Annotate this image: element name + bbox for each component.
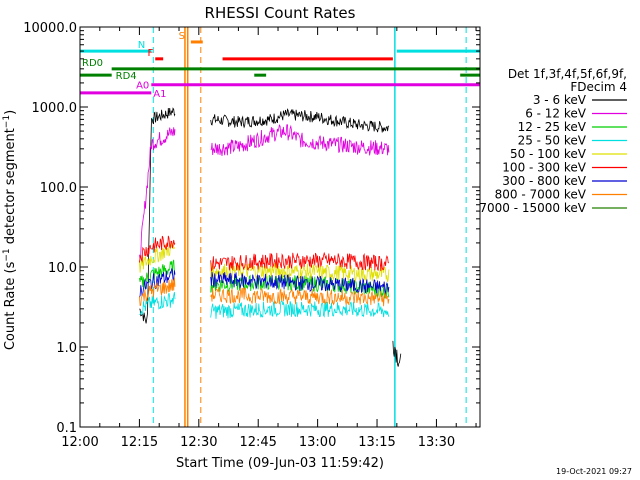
series-3-6-keV-line	[392, 340, 402, 367]
y-tick-label: 10000.0	[23, 21, 77, 36]
x-tick-label: 13:00	[299, 435, 336, 450]
series-25-50-keV-line	[139, 292, 176, 316]
x-tick-label: 13:30	[418, 435, 455, 450]
legend-header-2: FDecim 4	[570, 80, 627, 94]
y-label-main: Count Rate (s	[3, 261, 18, 350]
status-bar-label: F	[147, 48, 153, 59]
status-bar-label: S	[179, 31, 185, 42]
series-3-6-keV-line	[139, 107, 176, 324]
y-tick-label: 100.0	[40, 181, 77, 196]
legend-entry-label: 100 - 300 keV	[502, 161, 586, 175]
legend-entry-label: 12 - 25 keV	[518, 120, 587, 134]
legend: Det 1f,3f,4f,5f,6f,9f, FDecim 4 3 - 6 ke…	[479, 67, 627, 215]
series-300-800-keV-line	[139, 268, 176, 298]
series-800-7000-keV-line	[139, 277, 176, 307]
y-label-sup1: −1	[2, 248, 12, 261]
y-label-end: )	[3, 110, 18, 115]
series-3-6-keV-line	[210, 108, 390, 133]
y-tick-label: 1.0	[56, 341, 77, 356]
series-800-7000-keV-line	[210, 287, 390, 307]
status-bar-label: A0	[136, 81, 149, 92]
status-bar-label: A1	[153, 89, 166, 100]
x-axis: 12:00 12:15 12:30 12:45 13:00 13:15 13:30	[61, 27, 477, 450]
series-12-25-keV-line	[139, 259, 176, 289]
series-50-100-keV-line	[139, 242, 176, 273]
status-bar-label: N	[138, 40, 145, 51]
series-300-800-keV-line	[210, 271, 390, 295]
legend-entry-label: 25 - 50 keV	[518, 134, 587, 148]
legend-entry-label: 300 - 800 keV	[502, 174, 586, 188]
series-6-12-keV-line	[139, 127, 176, 260]
y-axis-label: Count Rate (s−1 detector segment−1)	[2, 110, 18, 350]
y-label-mid: detector segment	[3, 128, 18, 248]
status-bar-label: RD4	[116, 71, 137, 82]
y-tick-label: 10.0	[48, 261, 77, 276]
y-label-sup2: −1	[2, 115, 12, 128]
legend-header-1: Det 1f,3f,4f,5f,6f,9f,	[508, 67, 627, 81]
chart-title: RHESSI Count Rates	[205, 4, 356, 22]
x-axis-label: Start Time (09-Jun-03 11:59:42)	[176, 456, 384, 471]
legend-entry-label: 7000 - 15000 keV	[479, 201, 586, 215]
x-tick-label: 12:30	[180, 435, 217, 450]
legend-entry-label: 800 - 7000 keV	[495, 188, 587, 202]
legend-entry-label: 6 - 12 keV	[525, 107, 587, 121]
series-50-100-keV-line	[210, 262, 390, 283]
status-bar-label: RD0	[82, 58, 103, 69]
series-100-300-keV-line	[139, 235, 176, 263]
series-6-12-keV-line	[210, 124, 390, 156]
y-tick-label: 0.1	[56, 421, 77, 436]
plot-frame	[79, 26, 481, 428]
legend-entry-label: 50 - 100 keV	[510, 147, 587, 161]
y-tick-label: 1000.0	[32, 101, 78, 116]
x-tick-label: 13:15	[358, 435, 395, 450]
legend-entry-label: 3 - 6 keV	[533, 93, 587, 107]
footer-date: 19-Oct-2021 09:27	[556, 467, 632, 476]
x-tick-label: 12:00	[61, 435, 98, 450]
series-25-50-keV-line	[210, 299, 390, 319]
y-axis: 0.1 1.0 10.0 100.0 1000.0 10000.0	[23, 21, 480, 436]
x-tick-label: 12:45	[239, 435, 276, 450]
series-100-300-keV-line	[210, 251, 390, 272]
x-tick-label: 12:15	[121, 435, 158, 450]
